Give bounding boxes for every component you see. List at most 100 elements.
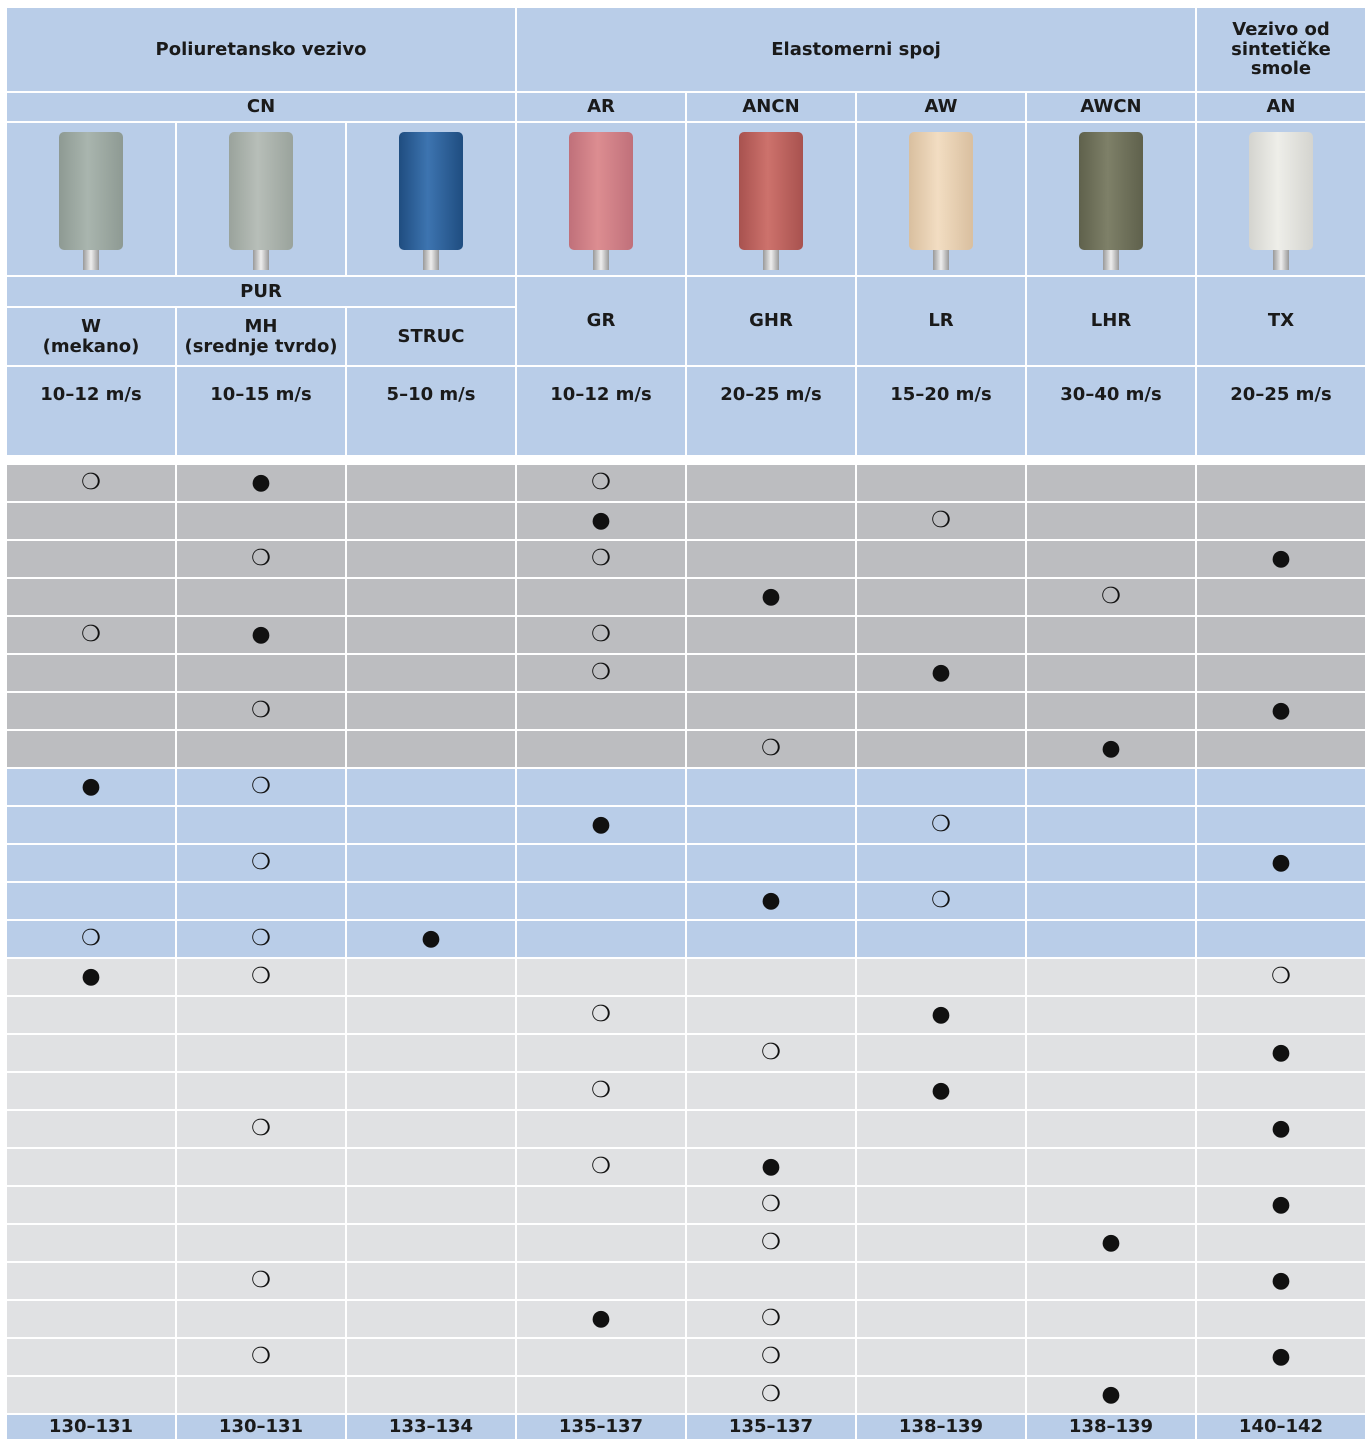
table-cell: [177, 1301, 347, 1339]
table-cell: [347, 731, 517, 769]
table-cell: [1027, 1301, 1197, 1339]
table-cell: ❍: [517, 617, 687, 655]
table-cell: [7, 1035, 177, 1073]
table-cell: [347, 807, 517, 845]
table-cell: [177, 503, 347, 541]
table-cell: [347, 579, 517, 617]
table-cell: [347, 1225, 517, 1263]
table-cell: [7, 579, 177, 617]
table-cell: [1027, 541, 1197, 579]
table-cell: ❍: [857, 503, 1027, 541]
product-image-cell: [1197, 123, 1367, 277]
table-cell: [347, 959, 517, 997]
table-cell: [517, 883, 687, 921]
table-cell: [857, 1339, 1027, 1377]
page-ref: 135–137: [687, 1415, 857, 1441]
table-cell: [177, 1187, 347, 1225]
table-cell: ●: [857, 655, 1027, 693]
table-cell: [177, 1073, 347, 1111]
table-cell: ●: [517, 503, 687, 541]
table-cell: [857, 1149, 1027, 1187]
table-cell: ●: [1197, 1111, 1367, 1149]
table-cell: [1027, 503, 1197, 541]
product-image-cell: [687, 123, 857, 277]
table-cell: [7, 655, 177, 693]
table-cell: [1197, 655, 1367, 693]
table-cell: [7, 1263, 177, 1301]
product-image-cell: [517, 123, 687, 277]
table-cell: [1197, 617, 1367, 655]
table-cell: [687, 921, 857, 959]
table-cell: ●: [1197, 541, 1367, 579]
table-cell: ❍: [177, 769, 347, 807]
table-cell: [687, 845, 857, 883]
table-cell: [517, 693, 687, 731]
table-cell: [1197, 1225, 1367, 1263]
speed: 5–10 m/s: [347, 367, 517, 457]
table-cell: [1027, 465, 1197, 503]
table-cell: ❍: [517, 655, 687, 693]
table-cell: ●: [1197, 1263, 1367, 1301]
table-cell: [177, 807, 347, 845]
table-cell: [687, 807, 857, 845]
speed: 30–40 m/s: [1027, 367, 1197, 457]
page-ref: 130–131: [177, 1415, 347, 1441]
product-image: [569, 132, 633, 270]
table-cell: ❍: [687, 1035, 857, 1073]
table-cell: [177, 883, 347, 921]
group-header: Vezivo od sintetičke smole: [1197, 8, 1367, 93]
table-cell: ❍: [177, 921, 347, 959]
table-cell: [177, 655, 347, 693]
table-cell: ●: [687, 1149, 857, 1187]
grade-header: W (mekano): [7, 308, 177, 367]
table-cell: ❍: [177, 1111, 347, 1149]
product-image: [909, 132, 973, 270]
table-cell: [347, 1073, 517, 1111]
table-cell: [1027, 845, 1197, 883]
table-cell: [347, 1263, 517, 1301]
page-ref: 138–139: [857, 1415, 1027, 1441]
table-cell: [7, 1149, 177, 1187]
group-header: Poliuretansko vezivo: [7, 8, 517, 93]
table-cell: [1027, 693, 1197, 731]
page-ref: 133–134: [347, 1415, 517, 1441]
speed: 15–20 m/s: [857, 367, 1027, 457]
table-cell: [7, 997, 177, 1035]
table-cell: [1197, 579, 1367, 617]
table-cell: ❍: [7, 617, 177, 655]
table-cell: ❍: [857, 883, 1027, 921]
table-cell: [1027, 769, 1197, 807]
grade-header: GR: [517, 277, 687, 367]
table-cell: [7, 541, 177, 579]
table-cell: ❍: [177, 845, 347, 883]
table-cell: [1197, 503, 1367, 541]
table-cell: [517, 1111, 687, 1149]
table-cell: [347, 541, 517, 579]
table: Poliuretansko vezivo Elastomerni spoj Vezi…: [7, 8, 1369, 1441]
table-cell: [7, 1073, 177, 1111]
table-cell: [7, 883, 177, 921]
table-cell: [7, 1339, 177, 1377]
speed: 10–12 m/s: [517, 367, 687, 457]
table-cell: ●: [857, 1073, 1027, 1111]
table-cell: [347, 617, 517, 655]
code-header: CN: [7, 93, 517, 123]
table-cell: [857, 845, 1027, 883]
table-cell: [1027, 617, 1197, 655]
table-cell: ❍: [517, 997, 687, 1035]
table-cell: [347, 1035, 517, 1073]
table-cell: [517, 731, 687, 769]
table-cell: ❍: [687, 1377, 857, 1415]
table-cell: [7, 503, 177, 541]
group-header: Elastomerni spoj: [517, 8, 1197, 93]
table-cell: [347, 883, 517, 921]
table-cell: [347, 693, 517, 731]
table-cell: [177, 579, 347, 617]
table-cell: [347, 1301, 517, 1339]
table-cell: [347, 845, 517, 883]
table-cell: ❍: [7, 921, 177, 959]
table-cell: [517, 845, 687, 883]
table-cell: ❍: [687, 1301, 857, 1339]
grade-header: LR: [857, 277, 1027, 367]
